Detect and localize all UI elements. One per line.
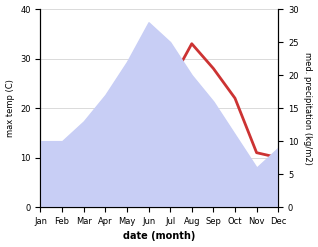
X-axis label: date (month): date (month)	[123, 231, 196, 242]
Y-axis label: max temp (C): max temp (C)	[5, 79, 15, 137]
Y-axis label: med. precipitation (kg/m2): med. precipitation (kg/m2)	[303, 52, 313, 165]
